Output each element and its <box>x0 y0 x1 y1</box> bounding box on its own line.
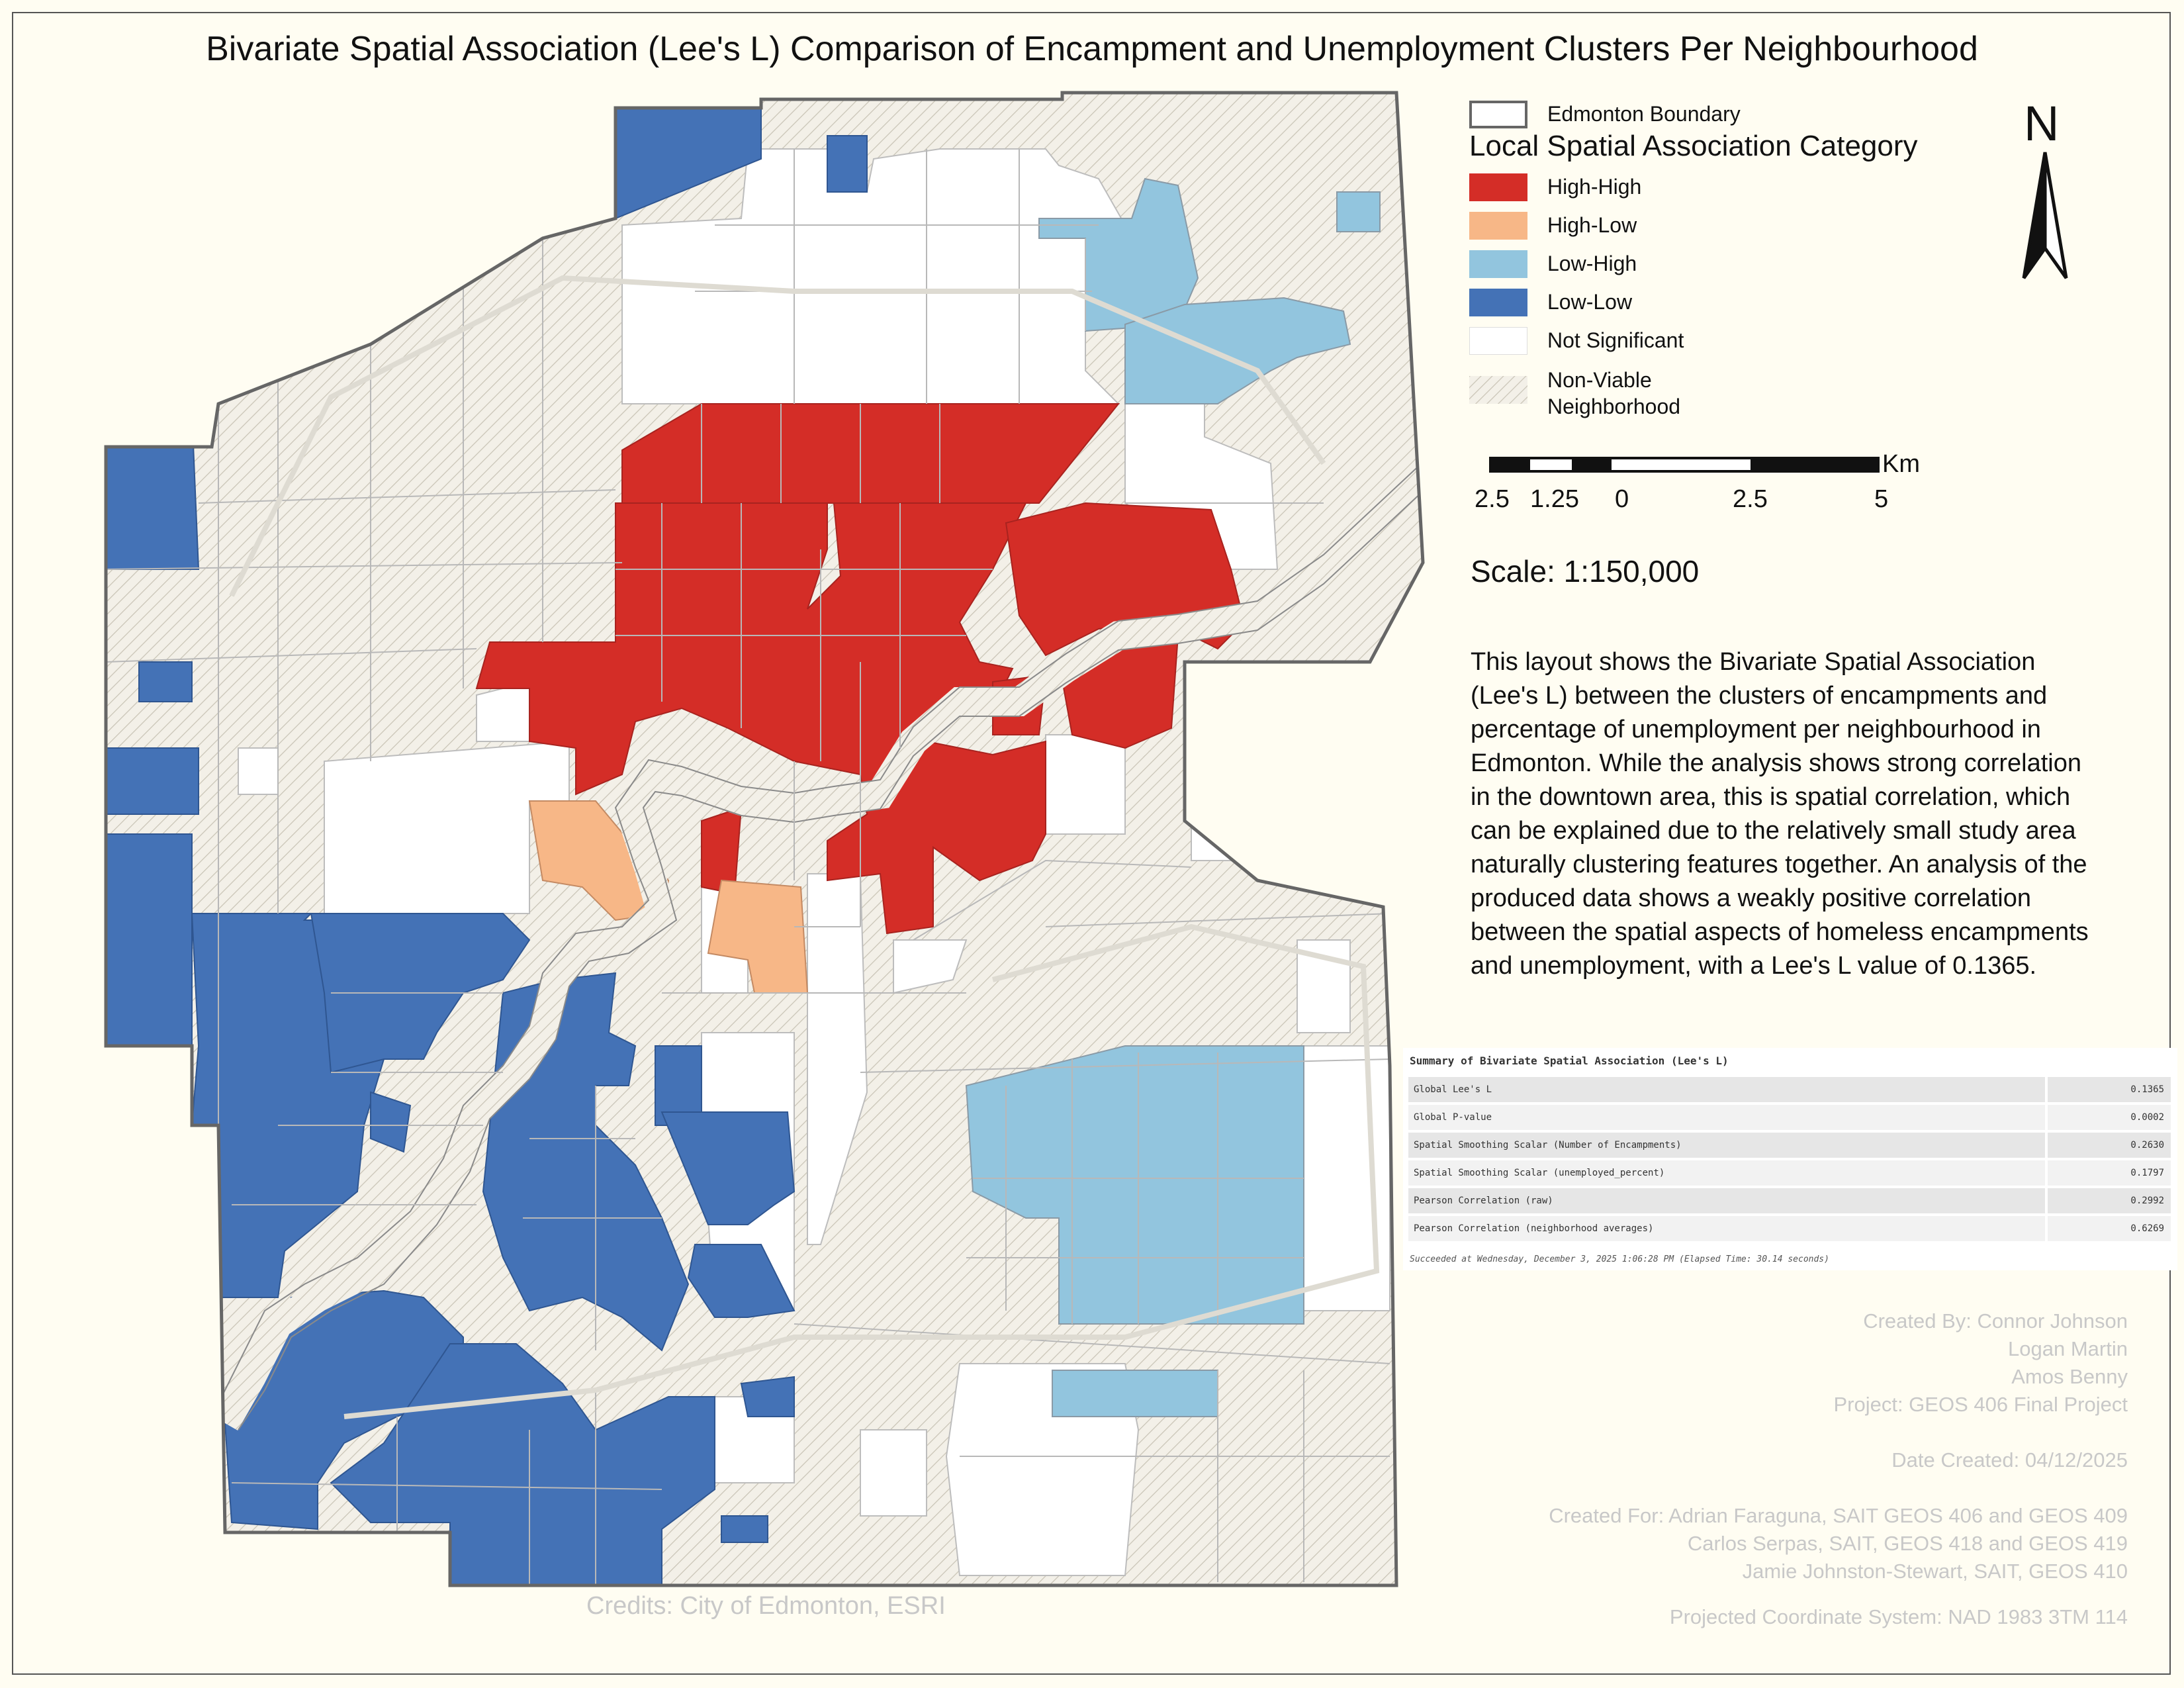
summary-value: 0.6269 <box>2130 1223 2164 1234</box>
north-label: N <box>2024 96 2060 151</box>
legend-item-not-significant: Not Significant <box>1469 327 1684 355</box>
summary-value: 0.2992 <box>2130 1196 2164 1206</box>
summary-label: Global P-value <box>1414 1112 1492 1123</box>
anthony-henday-ring <box>229 275 1380 1419</box>
scale-tick: 1.25 <box>1530 485 1579 513</box>
column-divider <box>2045 1105 2048 1130</box>
legend-label: Low-Low <box>1547 290 1633 314</box>
credit-line: Logan Martin <box>2008 1337 2128 1360</box>
credit-line: Amos Benny <box>2011 1365 2128 1388</box>
summary-value: 0.1365 <box>2130 1084 2164 1095</box>
summary-row: Global Lee's L 0.1365 <box>1408 1077 2171 1102</box>
low-high-areas <box>965 177 1381 1417</box>
summary-value: 0.1797 <box>2130 1168 2164 1178</box>
summary-label: Global Lee's L <box>1414 1084 1492 1095</box>
non-viable-swatch <box>1469 376 1527 404</box>
description-text: This layout shows the Bivariate Spatial … <box>1471 648 2089 980</box>
credit-line: Date Created: 04/12/2025 <box>1891 1448 2128 1472</box>
summary-value: 0.0002 <box>2130 1112 2164 1123</box>
high-low-swatch <box>1469 212 1527 240</box>
scale-unit: Km <box>1882 450 1920 478</box>
coordinate-system: Projected Coordinate System: NAD 1983 3T… <box>1669 1605 2128 1628</box>
scale-tick: 2.5 <box>1475 485 1510 513</box>
scale-tick: 5 <box>1874 485 1889 513</box>
map-title: Bivariate Spatial Association (Lee's L) … <box>206 30 1978 68</box>
legend-heading: Local Spatial Association Category <box>1469 130 1918 162</box>
summary-label: Pearson Correlation (neighborhood averag… <box>1414 1223 1654 1234</box>
legend-label: High-High <box>1547 175 1642 199</box>
legend-label: Not Significant <box>1547 328 1684 352</box>
legend-boundary: Edmonton Boundary <box>1469 101 1741 128</box>
scale-tick: 2.5 <box>1733 485 1768 513</box>
credit-line: Created By: Connor Johnson <box>1863 1309 2128 1333</box>
summary-footer: Succeeded at Wednesday, December 3, 2025… <box>1410 1254 1829 1264</box>
legend-label: Non-Viable Neighborhood <box>1547 368 1681 418</box>
low-low-swatch <box>1469 289 1527 316</box>
boundary-swatch <box>1469 101 1527 128</box>
north-arrow-icon <box>2022 152 2068 279</box>
credit-line: Carlos Serpas, SAIT, GEOS 418 and GEOS 4… <box>1687 1532 2128 1555</box>
legend-item-low-high: Low-High <box>1469 250 1637 278</box>
summary-row: Spatial Smoothing Scalar (Number of Enca… <box>1408 1133 2171 1158</box>
column-divider <box>2045 1160 2048 1186</box>
legend-item-low-low: Low-Low <box>1469 289 1632 316</box>
summary-row: Global P-value 0.0002 <box>1408 1105 2171 1130</box>
credit-line <box>1549 1419 2128 1446</box>
not-significant-swatch <box>1469 327 1527 355</box>
column-divider <box>2045 1077 2048 1102</box>
credit-line: Created For: Adrian Faraguna, SAIT GEOS … <box>1549 1504 2128 1527</box>
low-high-swatch <box>1469 250 1527 278</box>
legend-item-high-high: High-High <box>1469 173 1641 201</box>
author-credits: Created By: Connor Johnson Logan Martin … <box>1549 1307 2128 1585</box>
column-divider <box>2045 1188 2048 1213</box>
north-saskatchewan-river <box>212 465 1423 1430</box>
high-high-swatch <box>1469 173 1527 201</box>
column-divider <box>2045 1133 2048 1158</box>
credit-line <box>1549 1474 2128 1502</box>
summary-label: Pearson Correlation (raw) <box>1414 1196 1553 1206</box>
legend-label: Low-High <box>1547 252 1637 275</box>
summary-label: Spatial Smoothing Scalar (Number of Enca… <box>1414 1140 1682 1150</box>
data-credits: Credits: City of Edmonton, ESRI <box>586 1592 946 1620</box>
summary-row: Pearson Correlation (raw) 0.2992 <box>1408 1188 2171 1213</box>
scale-tick: 0 <box>1615 485 1629 513</box>
summary-table: Summary of Bivariate Spatial Association… <box>1403 1048 2177 1270</box>
legend-label: High-Low <box>1547 213 1637 237</box>
credit-line: Project: GEOS 406 Final Project <box>1833 1393 2128 1416</box>
legend-item-non-viable: Non-Viable Neighborhood <box>1469 367 1680 420</box>
summary-row: Pearson Correlation (neighborhood averag… <box>1408 1216 2171 1241</box>
scale-text: Scale: 1:150,000 <box>1471 554 1700 588</box>
summary-label: Spatial Smoothing Scalar (unemployed_per… <box>1414 1168 1665 1178</box>
summary-title: Summary of Bivariate Spatial Association… <box>1410 1055 1729 1067</box>
edmonton-map <box>104 91 1425 1587</box>
not-significant-areas <box>238 148 1390 1576</box>
summary-value: 0.2630 <box>2130 1140 2164 1150</box>
credit-line: Jamie Johnston-Stewart, SAIT, GEOS 410 <box>1742 1560 2128 1583</box>
legend-boundary-label: Edmonton Boundary <box>1547 102 1741 126</box>
low-low-areas <box>106 107 868 1585</box>
scale-bar <box>1489 457 1880 473</box>
column-divider <box>2045 1216 2048 1241</box>
summary-row: Spatial Smoothing Scalar (unemployed_per… <box>1408 1160 2171 1186</box>
legend-item-high-low: High-Low <box>1469 212 1637 240</box>
